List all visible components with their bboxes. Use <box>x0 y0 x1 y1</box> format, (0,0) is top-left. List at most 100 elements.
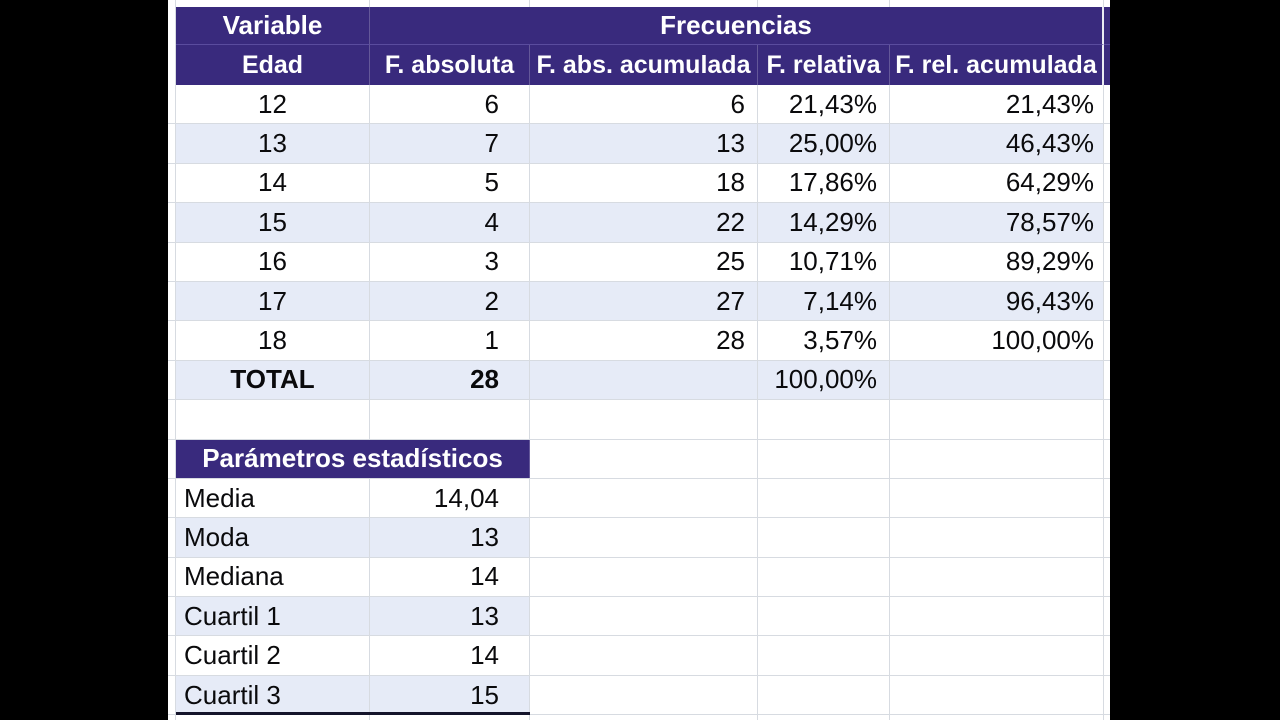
param-value[interactable]: 14 <box>370 636 530 675</box>
empty-cell[interactable] <box>758 597 890 636</box>
param-label[interactable]: Cuartil 1 <box>176 597 370 636</box>
col-header-f-absoluta[interactable]: F. absoluta <box>370 45 530 85</box>
empty-cell[interactable] <box>890 439 1104 478</box>
empty-cell[interactable] <box>890 597 1104 636</box>
param-value[interactable]: 15 <box>370 675 530 715</box>
cell-edad[interactable]: 15 <box>176 203 370 242</box>
cell-f-rel-acumulada[interactable]: 78,57% <box>890 203 1104 242</box>
cell-f-absoluta[interactable]: 2 <box>370 281 530 321</box>
cell-edad[interactable]: 14 <box>176 163 370 203</box>
param-label[interactable]: Mediana <box>176 557 370 597</box>
col-header-edad[interactable]: Edad <box>176 45 370 85</box>
empty-cell[interactable] <box>758 478 890 518</box>
empty-cell[interactable] <box>890 675 1104 715</box>
param-value[interactable]: 14 <box>370 557 530 597</box>
cell-f-rel-acumulada[interactable]: 64,29% <box>890 163 1104 203</box>
param-label[interactable]: Moda <box>176 518 370 557</box>
cell-edad[interactable]: 18 <box>176 321 370 360</box>
cell-f-abs-acumulada[interactable]: 25 <box>530 242 758 281</box>
cell-f-abs-acumulada[interactable]: 6 <box>530 85 758 124</box>
cell-f-abs-acumulada[interactable]: 28 <box>530 321 758 360</box>
total-f-relativa[interactable]: 100,00% <box>758 360 890 400</box>
params-title[interactable]: Parámetros estadísticos <box>176 439 530 478</box>
cell-f-relativa[interactable]: 17,86% <box>758 163 890 203</box>
empty-cell[interactable] <box>758 439 890 478</box>
grid-spacer <box>168 45 176 85</box>
col-header-f-relativa[interactable]: F. relativa <box>758 45 890 85</box>
cell-edad[interactable]: 13 <box>176 124 370 163</box>
spreadsheet-grid: Variable Frecuencias Edad F. absoluta F.… <box>168 0 1110 720</box>
cell-f-abs-acumulada[interactable]: 27 <box>530 281 758 321</box>
col-header-f-abs-acumulada[interactable]: F. abs. acumulada <box>530 45 758 85</box>
grid-spacer-row <box>168 715 1110 720</box>
cell-f-absoluta[interactable]: 6 <box>370 85 530 124</box>
empty-cell[interactable] <box>530 557 758 597</box>
cell-f-absoluta[interactable]: 1 <box>370 321 530 360</box>
header-frecuencias[interactable]: Frecuencias <box>370 7 1104 45</box>
empty-cell[interactable] <box>758 518 890 557</box>
cell-f-relativa[interactable]: 7,14% <box>758 281 890 321</box>
cell-f-relativa[interactable]: 14,29% <box>758 203 890 242</box>
grid-spacer <box>758 0 890 7</box>
header-variable[interactable]: Variable <box>176 7 370 45</box>
empty-cell[interactable] <box>758 675 890 715</box>
grid-spacer <box>530 715 758 720</box>
cell-f-rel-acumulada[interactable]: 100,00% <box>890 321 1104 360</box>
col-header-f-rel-acumulada[interactable]: F. rel. acumulada <box>890 45 1104 85</box>
empty-cell[interactable] <box>530 518 758 557</box>
cell-edad[interactable]: 17 <box>176 281 370 321</box>
cell-f-absoluta[interactable]: 5 <box>370 163 530 203</box>
freq-table-row: 13 7 13 25,00% 46,43% <box>168 124 1110 164</box>
cell-f-relativa[interactable]: 10,71% <box>758 242 890 281</box>
grid-spacer <box>168 0 176 7</box>
cell-f-relativa[interactable]: 3,57% <box>758 321 890 360</box>
empty-cell[interactable] <box>890 400 1104 439</box>
grid-spacer <box>168 85 176 124</box>
cell-f-rel-acumulada[interactable]: 96,43% <box>890 281 1104 321</box>
cell-f-absoluta[interactable]: 4 <box>370 203 530 242</box>
freq-table-row: 12 6 6 21,43% 21,43% <box>168 85 1110 125</box>
cell-f-rel-acumulada[interactable]: 89,29% <box>890 242 1104 281</box>
cell-f-rel-acumulada[interactable]: 21,43% <box>890 85 1104 124</box>
empty-cell[interactable] <box>530 675 758 715</box>
empty-cell[interactable] <box>890 557 1104 597</box>
cell-f-abs-acumulada[interactable]: 18 <box>530 163 758 203</box>
empty-cell[interactable] <box>758 400 890 439</box>
cell-f-absoluta[interactable]: 7 <box>370 124 530 163</box>
grid-spacer <box>890 715 1104 720</box>
empty-cell[interactable] <box>530 478 758 518</box>
cell-f-abs-acumulada[interactable]: 13 <box>530 124 758 163</box>
cell-f-relativa[interactable]: 21,43% <box>758 85 890 124</box>
param-label[interactable]: Media <box>176 478 370 518</box>
cell-f-relativa[interactable]: 25,00% <box>758 124 890 163</box>
freq-table-row: 14 5 18 17,86% 64,29% <box>168 163 1110 204</box>
empty-cell[interactable] <box>530 439 758 478</box>
cell-edad[interactable]: 12 <box>176 85 370 124</box>
param-value[interactable]: 13 <box>370 597 530 636</box>
total-f-absoluta[interactable]: 28 <box>370 360 530 400</box>
grid-spacer <box>168 478 176 518</box>
cell-f-absoluta[interactable]: 3 <box>370 242 530 281</box>
empty-cell[interactable] <box>176 400 370 439</box>
cell-f-abs-acumulada[interactable]: 22 <box>530 203 758 242</box>
empty-cell[interactable] <box>530 636 758 675</box>
empty-cell[interactable] <box>890 478 1104 518</box>
total-f-abs-acumulada[interactable] <box>530 360 758 400</box>
empty-cell[interactable] <box>530 400 758 439</box>
param-value[interactable]: 14,04 <box>370 478 530 518</box>
params-table-header-row: Parámetros estadísticos <box>168 439 1110 479</box>
empty-cell[interactable] <box>530 597 758 636</box>
cell-f-rel-acumulada[interactable]: 46,43% <box>890 124 1104 163</box>
total-label[interactable]: TOTAL <box>176 360 370 400</box>
empty-cell[interactable] <box>758 636 890 675</box>
cell-edad[interactable]: 16 <box>176 242 370 281</box>
empty-cell[interactable] <box>370 400 530 439</box>
empty-cell[interactable] <box>758 557 890 597</box>
total-f-rel-acumulada[interactable] <box>890 360 1104 400</box>
grid-spacer <box>168 242 176 281</box>
param-value[interactable]: 13 <box>370 518 530 557</box>
empty-cell[interactable] <box>890 636 1104 675</box>
param-label[interactable]: Cuartil 3 <box>176 675 370 715</box>
param-label[interactable]: Cuartil 2 <box>176 636 370 675</box>
empty-cell[interactable] <box>890 518 1104 557</box>
